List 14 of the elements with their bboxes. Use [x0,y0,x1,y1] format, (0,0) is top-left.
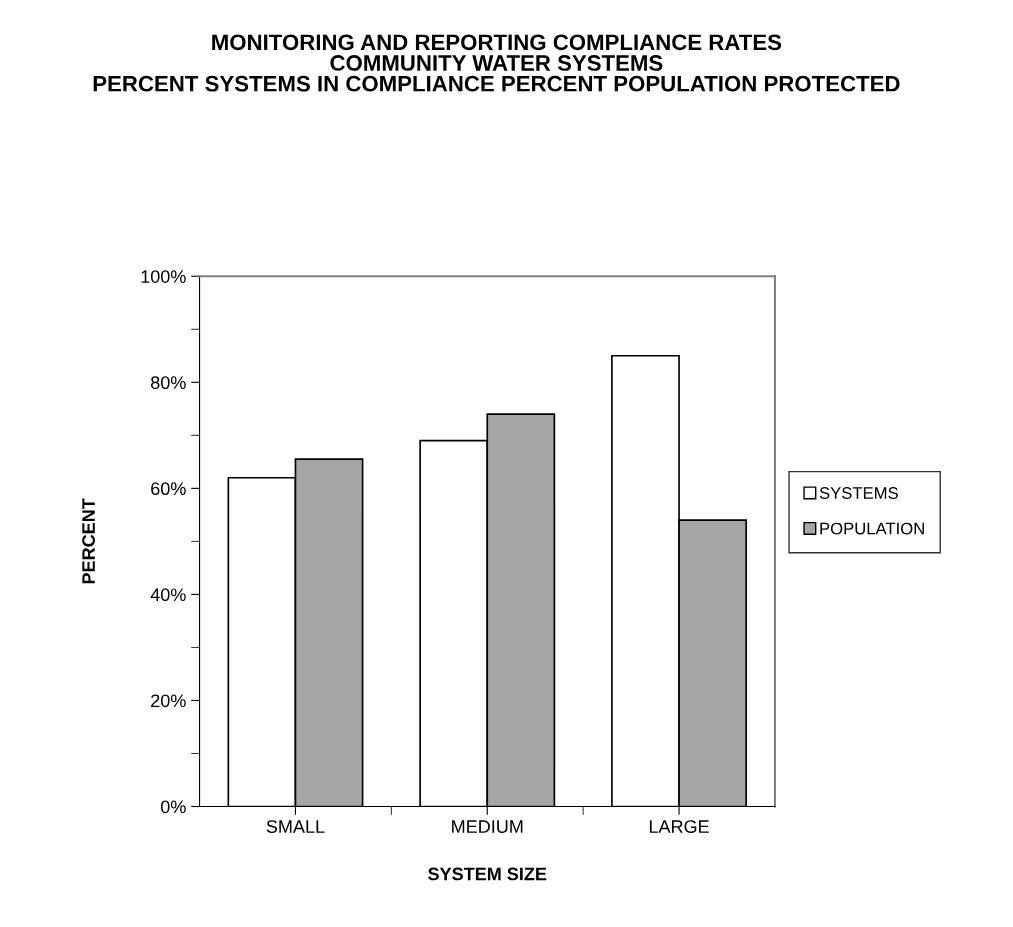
y-tick-label: 100% [141,270,186,283]
legend-label: SYSTEMS [819,487,898,499]
legend-label: POPULATION [820,522,924,535]
x-tick-label: MEDIUM [452,820,523,833]
y-tick-label: 40% [150,588,186,602]
y-tick-label: 80% [151,376,186,390]
y-tick-label: 0% [160,800,186,814]
y-tick-label: 20% [151,694,186,708]
y-axis-title: PERCENT [82,498,95,584]
x-axis-title: SYSTEM SIZE [428,867,547,881]
x-tick-label: LARGE [649,820,709,833]
chart-title: MONITORING AND REPORTING COMPLIANCE RATES COMMUNITY WATER SYSTEMS PERCENT SYSTEMS IN COMPLIANCE PERCENT POPULATION PROTECTED [93,34,900,92]
x-tick-label: SMALL [266,820,325,833]
y-tick-label: 60% [151,482,186,496]
